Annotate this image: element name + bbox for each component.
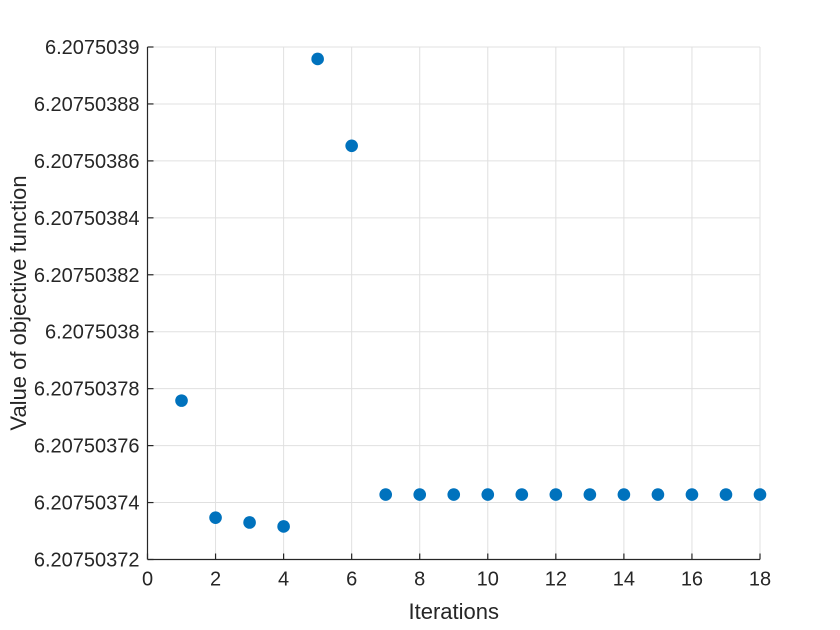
y-tick-label: 6.2075039 bbox=[45, 37, 140, 59]
y-tick-label: 6.20750374 bbox=[34, 493, 140, 515]
data-point-12 bbox=[549, 488, 563, 501]
y-tick-label: 6.20750386 bbox=[34, 151, 140, 173]
axis-layer bbox=[146, 46, 761, 561]
x-tick-label: 6 bbox=[346, 569, 357, 591]
x-tick-label: 4 bbox=[278, 569, 289, 591]
y-tick-label: 6.20750388 bbox=[34, 94, 140, 116]
data-point-9 bbox=[447, 488, 461, 501]
x-tick-label: 0 bbox=[142, 569, 153, 591]
y-tick-label: 6.20750382 bbox=[34, 265, 140, 287]
data-point-14 bbox=[617, 488, 631, 501]
x-axis-label: Iterations bbox=[409, 599, 500, 624]
x-tick-label: 16 bbox=[681, 569, 703, 591]
x-tick-label: 12 bbox=[545, 569, 567, 591]
data-point-15 bbox=[651, 488, 665, 501]
data-point-16 bbox=[685, 488, 699, 501]
y-tick-label: 6.20750378 bbox=[34, 379, 140, 401]
data-point-1 bbox=[175, 394, 188, 407]
data-point-7 bbox=[379, 488, 392, 501]
y-tick-label: 6.20750372 bbox=[34, 550, 140, 572]
marker-layer bbox=[175, 52, 767, 533]
data-point-4 bbox=[277, 520, 290, 533]
data-point-8 bbox=[413, 488, 427, 501]
data-point-5 bbox=[311, 52, 324, 66]
tick-label-layer: 0 2 4 6 8 10 12 14 16 18 6.20750372 6.20750374 6.207… bbox=[34, 37, 771, 591]
data-point-3 bbox=[243, 516, 256, 529]
data-point-18 bbox=[753, 488, 767, 501]
y-tick-label: 6.2075038 bbox=[45, 322, 140, 344]
x-tick-label: 14 bbox=[613, 569, 635, 591]
y-tick-label: 6.20750384 bbox=[34, 208, 140, 230]
x-tick-label: 18 bbox=[749, 569, 771, 591]
x-tick-label: 10 bbox=[477, 569, 499, 591]
y-tick-label: 6.20750376 bbox=[34, 436, 140, 458]
x-tick-label: 2 bbox=[210, 569, 221, 591]
grid-layer bbox=[147, 46, 761, 560]
y-axis-label: Value of objective function bbox=[6, 175, 31, 430]
data-point-11 bbox=[515, 488, 529, 501]
data-point-13 bbox=[583, 488, 597, 501]
data-point-6 bbox=[345, 139, 358, 153]
data-point-10 bbox=[481, 488, 495, 501]
data-point-17 bbox=[719, 488, 733, 501]
x-tick-label: 8 bbox=[414, 569, 425, 591]
data-point-2 bbox=[209, 511, 222, 524]
